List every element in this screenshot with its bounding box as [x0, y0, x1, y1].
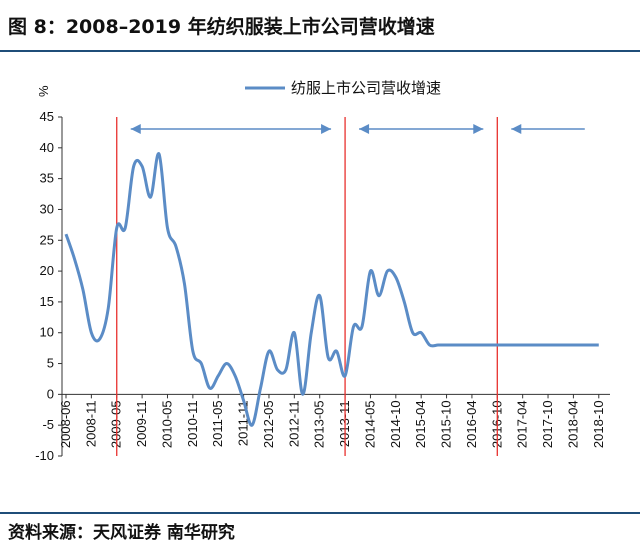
x-tick-label: 2010-05	[159, 400, 174, 448]
arrow-head	[130, 124, 141, 134]
figure-title: 图 8：2008–2019 年纺织服装上市公司营收增速	[8, 16, 435, 38]
x-tick-label: 2015-04	[413, 400, 428, 448]
x-tick-label: 2015-10	[439, 400, 454, 448]
arrow-head	[359, 124, 370, 134]
source-note: 资料来源：天风证券 南华研究	[8, 523, 235, 543]
x-tick-label: 2009-11	[134, 400, 149, 447]
legend-label: 纺服上市公司营收增速	[291, 79, 441, 97]
arrow-head	[473, 124, 484, 134]
legend: 纺服上市公司营收增速	[245, 79, 441, 97]
arrow-head	[321, 124, 332, 134]
x-tick-label: 2008-06	[58, 400, 73, 448]
y-axis-unit-label: %	[36, 85, 51, 97]
x-tick-label: 2017-10	[540, 400, 555, 448]
x-tick-label: 2017-04	[515, 400, 530, 448]
x-tick-label: 2014-05	[362, 400, 377, 448]
y-tick-label: 35	[40, 171, 54, 186]
series-layer	[64, 152, 599, 427]
series-line	[64, 152, 599, 427]
y-tick-label: 40	[40, 140, 54, 155]
period-dividers	[116, 117, 498, 456]
axes: -10 -5 0 5 10 15 20 25 30 35 40 45% 2008-06 2008-11 20…	[35, 85, 610, 463]
x-tick-label: 2018-10	[591, 400, 606, 448]
x-tick-label: 2012-11	[286, 400, 301, 447]
y-tick-label: -10	[35, 448, 54, 463]
y-tick-label: 15	[40, 294, 54, 309]
y-tick-label: 0	[47, 386, 54, 401]
top-divider-rule	[0, 50, 640, 52]
y-tick-label: 45	[40, 109, 54, 124]
bottom-divider-rule	[0, 512, 640, 514]
x-tick-label: 2010-11	[185, 400, 200, 447]
chart: -10 -5 0 5 10 15 20 25 30 35 40 45% 2008-06 2008-11 20…	[35, 79, 610, 463]
x-tick-label: 2018-04	[565, 400, 580, 448]
y-tick-label: -5	[42, 417, 54, 432]
x-tick-label: 2016-04	[464, 400, 479, 448]
y-tick-label: 10	[40, 325, 54, 340]
x-tick-label: 2011-05	[210, 400, 225, 447]
arrow-head	[511, 124, 522, 134]
x-tick-label: 2008-11	[83, 400, 98, 447]
y-tick-label: 25	[40, 232, 54, 247]
period-arrows	[130, 124, 585, 134]
y-tick-label: 30	[40, 201, 54, 216]
y-tick-label: 20	[40, 263, 54, 278]
x-tick-label: 2013-05	[312, 400, 327, 448]
x-tick-label: 2012-05	[261, 400, 276, 448]
y-tick-label: 5	[47, 356, 54, 371]
x-tick-label: 2014-10	[388, 400, 403, 448]
